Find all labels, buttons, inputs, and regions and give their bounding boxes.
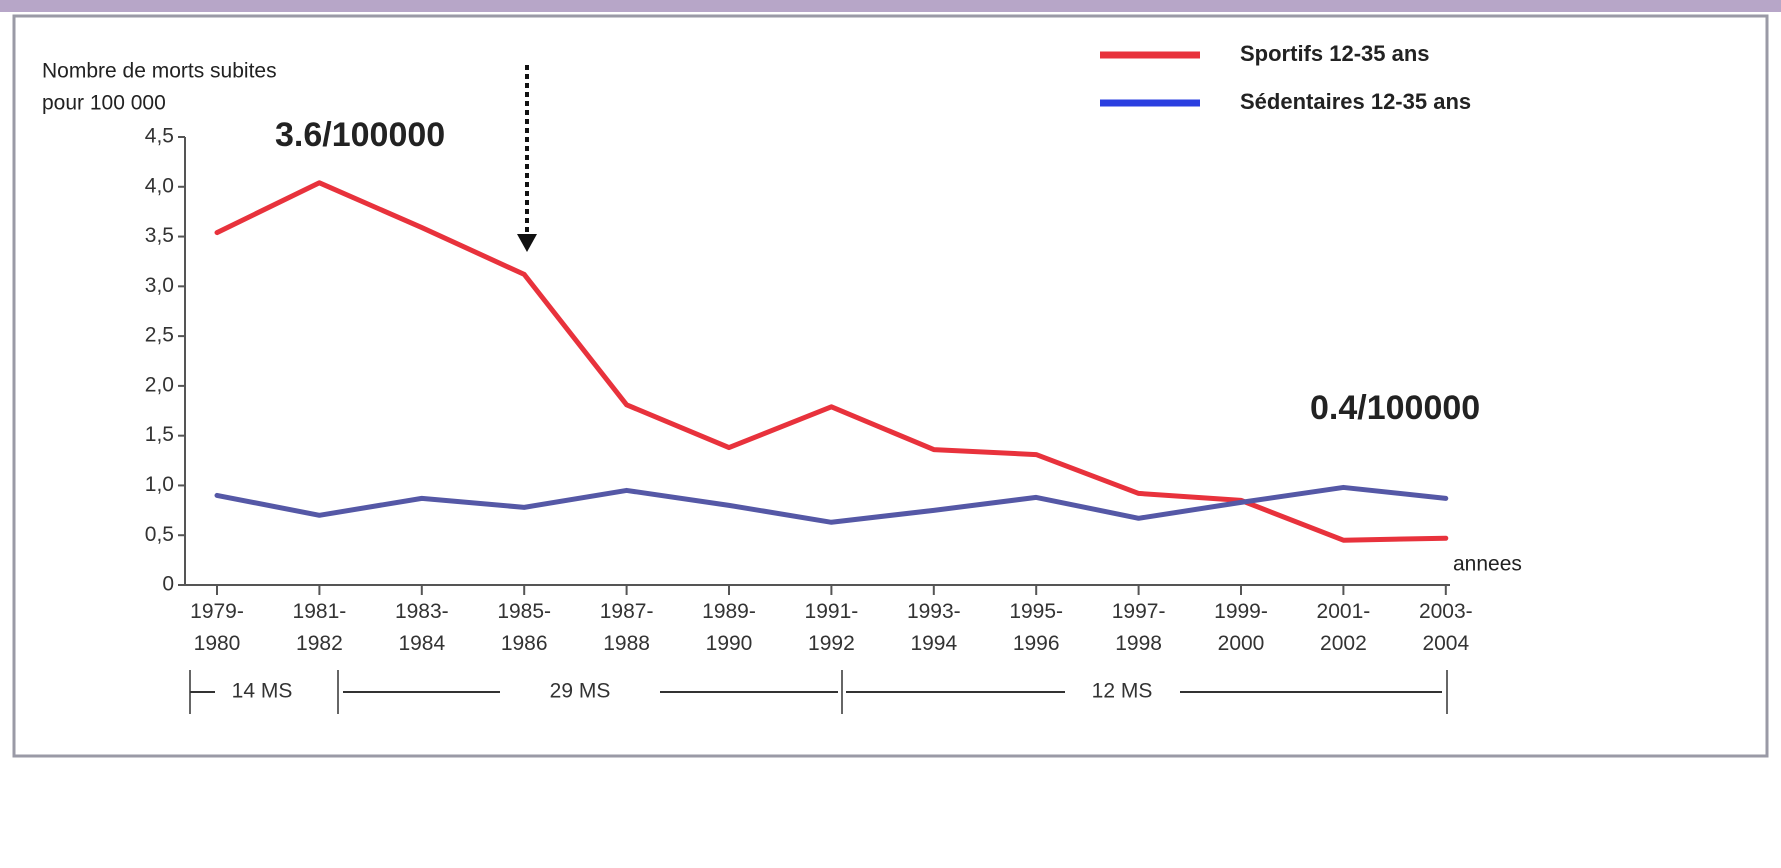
period-label: 14 MS <box>232 680 293 703</box>
x-tick-label: 1985-1986 <box>497 600 551 655</box>
period-label: 12 MS <box>1092 680 1153 703</box>
legend-label: Sportifs 12-35 ans <box>1240 41 1430 66</box>
y-axis-label: pour 100 000 <box>42 92 166 115</box>
legend-label: Sédentaires 12-35 ans <box>1240 89 1471 114</box>
x-tick-label: 1999-2000 <box>1214 600 1268 655</box>
x-tick-label: 1989-1990 <box>702 600 756 655</box>
y-axis-label: Nombre de morts subites <box>42 60 277 83</box>
top-band <box>0 0 1781 12</box>
y-tick-label: 4,0 <box>145 174 174 197</box>
y-tick-label: 3,0 <box>145 274 174 297</box>
y-tick-label: 1,5 <box>145 423 174 446</box>
x-tick-label: 1983-1984 <box>395 600 449 655</box>
x-axis-label: annees <box>1453 553 1522 576</box>
y-tick-label: 2,0 <box>145 373 174 396</box>
x-tick-label: 1993-1994 <box>907 600 961 655</box>
y-tick-label: 4,5 <box>145 125 174 148</box>
x-tick-label: 1987-1988 <box>600 600 654 655</box>
annotation: 3.6/100000 <box>275 116 445 154</box>
period-label: 29 MS <box>550 680 611 703</box>
y-tick-label: 0,5 <box>145 523 174 546</box>
y-tick-label: 2,5 <box>145 324 174 347</box>
y-tick-label: 1,0 <box>145 473 174 496</box>
x-tick-label: 1991-1992 <box>805 600 859 655</box>
x-tick-label: 1995-1996 <box>1009 600 1063 655</box>
x-tick-label: 2003-2004 <box>1419 600 1473 655</box>
arrow-head <box>517 234 537 252</box>
annotation: 0.4/100000 <box>1310 389 1480 427</box>
x-tick-label: 2001-2002 <box>1317 600 1371 655</box>
x-tick-label: 1997-1998 <box>1112 600 1166 655</box>
x-tick-label: 1981-1982 <box>293 600 347 655</box>
frame <box>12 14 1769 758</box>
y-tick-label: 0 <box>162 573 174 596</box>
data-line <box>214 484 1449 525</box>
y-tick-label: 3,5 <box>145 224 174 247</box>
x-tick-label: 1979-1980 <box>190 600 244 655</box>
